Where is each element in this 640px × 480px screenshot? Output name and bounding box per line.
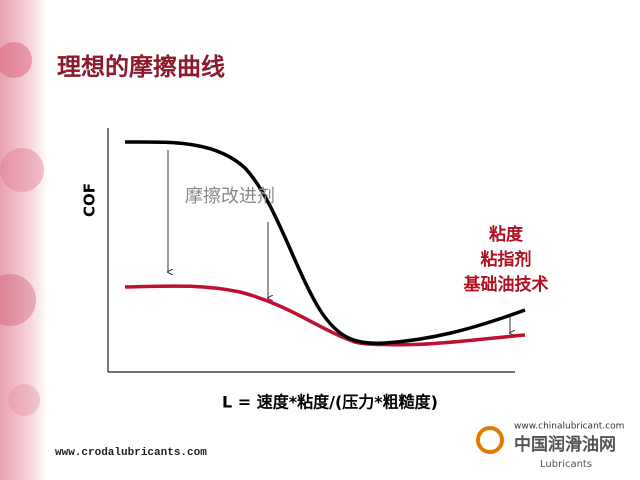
black-curve [124,140,526,346]
y-axis-label: COF [81,183,99,217]
annotation: 粘指剂 [481,249,532,270]
petal [8,384,40,416]
logo-url: www.chinalubricant.com [514,422,624,432]
x-axis-label: L = 速度*粘度/(压力*粗糙度) [222,393,438,412]
footer-url: www.crodalubricants.com [55,447,207,459]
title: 理想的摩擦曲线 [57,53,225,81]
logo-mark [476,426,504,454]
logo-name: 中国润滑油网 [514,434,616,455]
petal [0,148,44,192]
annotation: 基础油技术 [463,274,549,295]
petal [0,274,36,326]
logo-tagline: Lubricants [540,459,592,470]
annotation: 粘度 [489,224,524,245]
side-decoration [0,0,48,480]
petal [0,42,32,78]
annotation: 摩擦改进剂 [185,186,275,207]
